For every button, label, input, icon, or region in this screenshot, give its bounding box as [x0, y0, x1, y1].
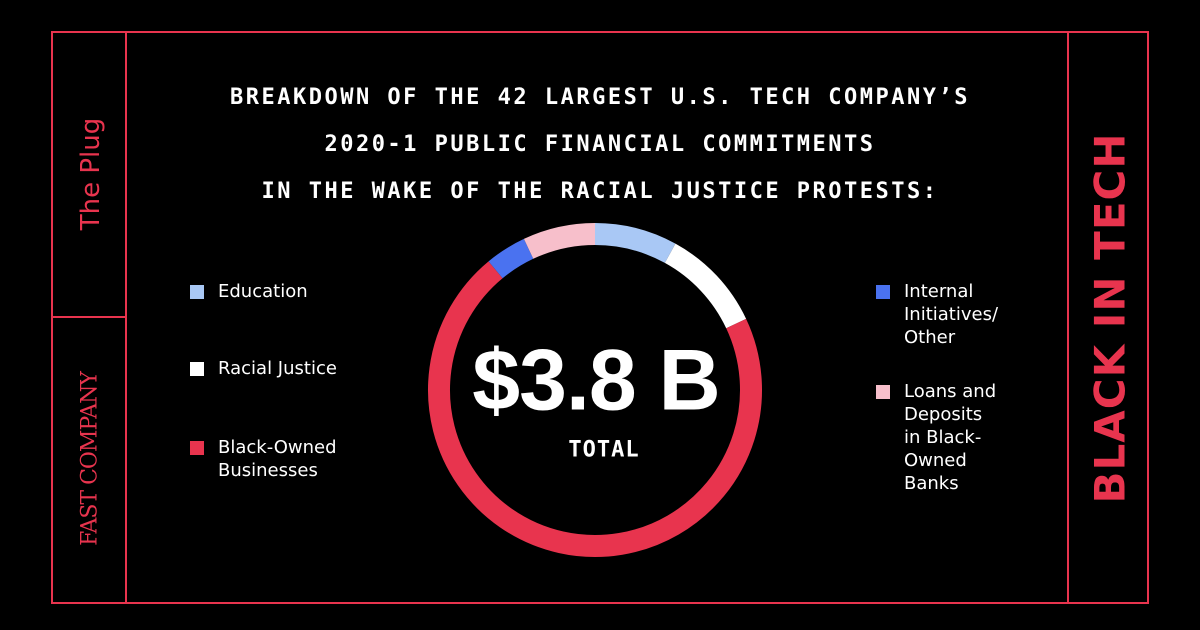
slice-black-owned-businesses [428, 261, 762, 557]
title-line: BREAKDOWN OF THE 42 LARGEST U.S. TECH CO… [229, 85, 971, 110]
legend-swatch [876, 385, 890, 399]
slice-loans-and-deposits [523, 223, 596, 259]
legend-label: Internal Initiatives/ Other [904, 281, 999, 348]
chart-title: BREAKDOWN OF THE 42 LARGEST U.S. TECH CO… [150, 74, 1050, 215]
legend-swatch [190, 441, 204, 455]
legend-item-black-owned-businesses: Black-Owned Businesses [190, 436, 337, 482]
legend-item-racial-justice: Racial Justice [190, 357, 337, 380]
total-label: TOTAL [568, 437, 640, 463]
legend-swatch [190, 362, 204, 376]
legend-label: Education [218, 281, 308, 302]
legend-item-internal-initiatives: Internal Initiatives/ Other [876, 280, 998, 349]
slice-internal-initiatives [488, 238, 534, 279]
slice-racial-justice [664, 243, 747, 329]
left-panel-divider [51, 316, 127, 318]
right-divider [1067, 31, 1069, 604]
title-line: IN THE WAKE OF THE RACIAL JUSTICE PROTES… [261, 179, 939, 204]
slice-education [594, 223, 676, 264]
legend-label: Racial Justice [218, 358, 337, 379]
legend-swatch [876, 285, 890, 299]
legend-label: Black-Owned Businesses [218, 437, 337, 481]
legend-item-education: Education [190, 280, 308, 303]
legend-item-loans-and-deposits: Loans and Deposits in Black- Owned Banks [876, 380, 996, 495]
title-line: 2020-1 PUBLIC FINANCIAL COMMITMENTS [324, 132, 876, 157]
legend-swatch [190, 285, 204, 299]
total-value: $3.8 B [472, 332, 720, 429]
legend-label: Loans and Deposits in Black- Owned Banks [904, 381, 997, 494]
